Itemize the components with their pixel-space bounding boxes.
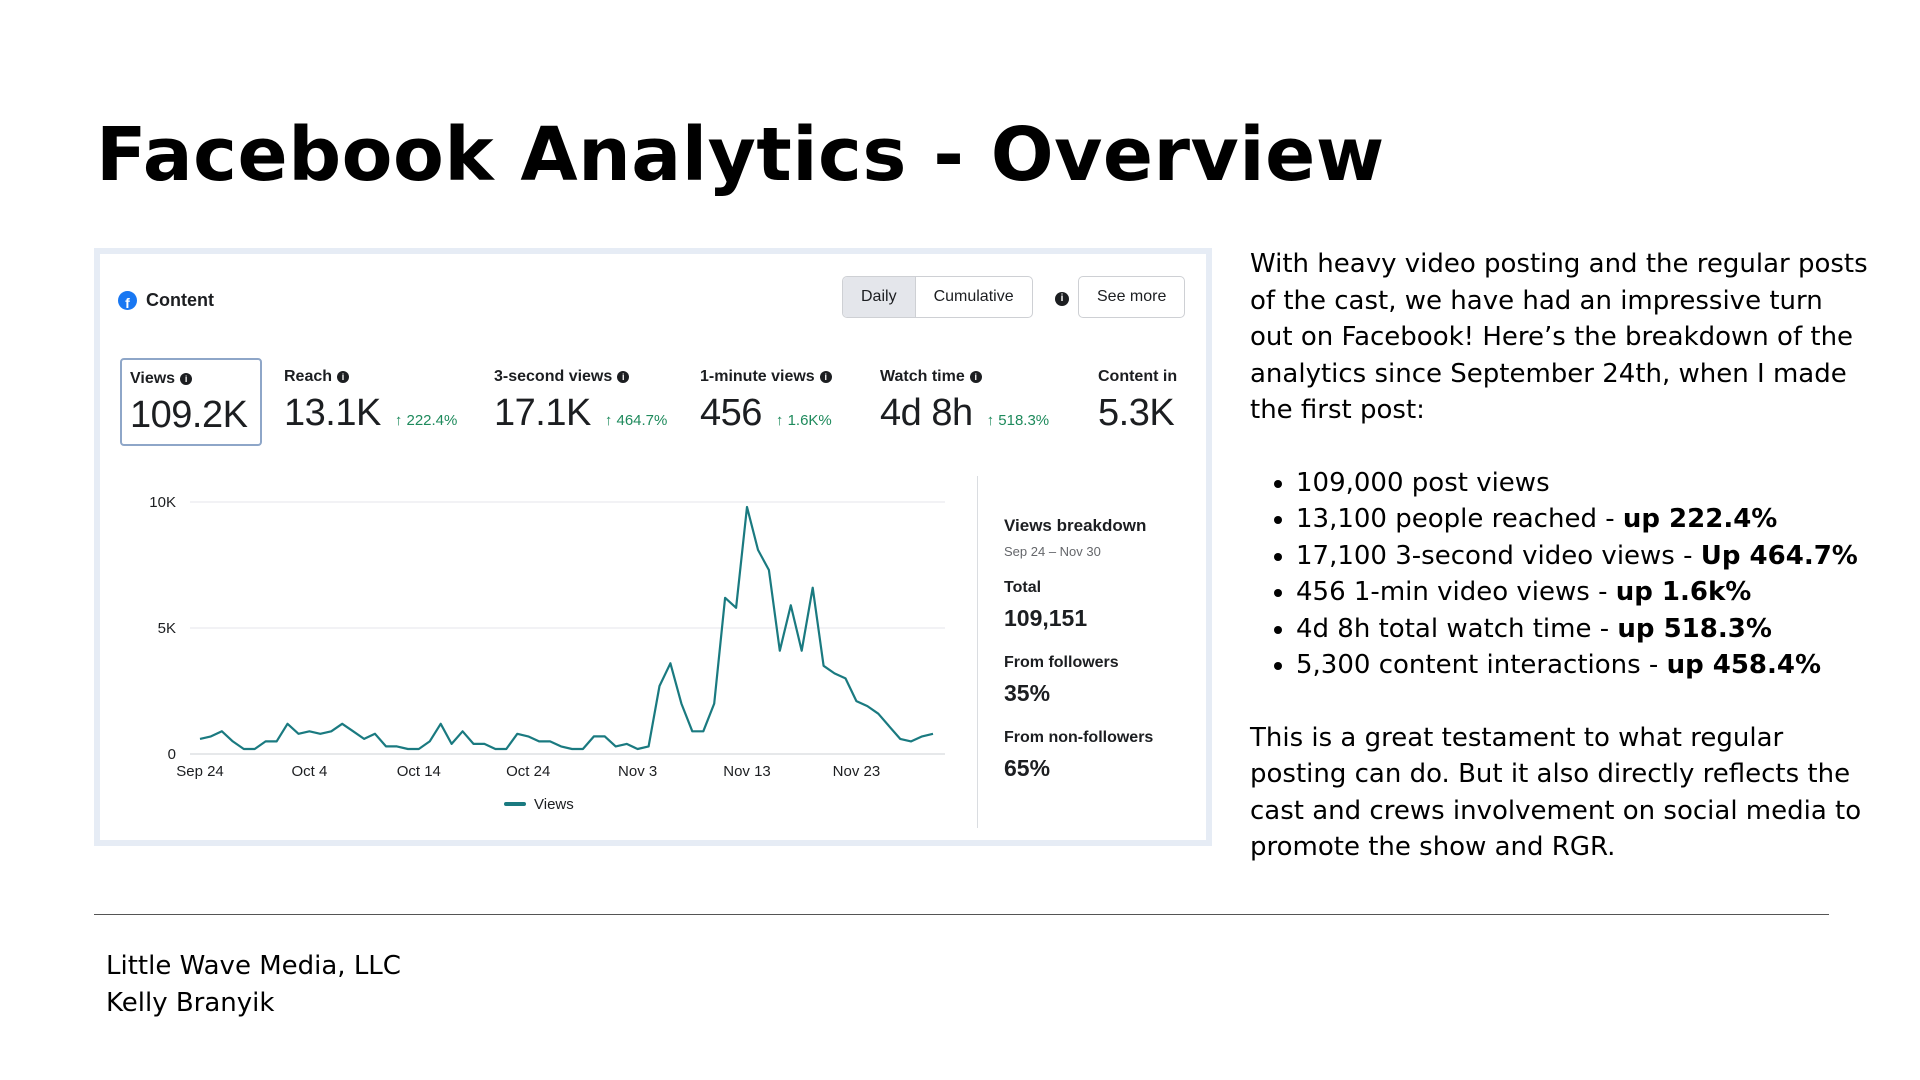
y-tick-label: 10K xyxy=(149,494,176,511)
metric-label: 3-second views xyxy=(494,368,613,385)
metric-value: 4d 8h xyxy=(880,392,973,434)
metric-value: 5.3K xyxy=(1098,392,1175,434)
metric-reach[interactable]: Reach i 13.1K ↑ 222.4% xyxy=(276,358,476,446)
breakdown-followers-value: 35% xyxy=(1004,680,1051,706)
breakdown-followers-label: From followers xyxy=(1004,654,1119,671)
info-icon[interactable]: i xyxy=(337,371,350,383)
metric-label: Watch time xyxy=(880,368,965,385)
views-chart: 0 5K 10K Sep 24 Oct 4 Oct 14 Oct 24 Nov 3 Nov 13… xyxy=(149,494,945,813)
info-icon[interactable]: i xyxy=(180,373,193,385)
x-tick-label: Sep 24 xyxy=(176,763,224,780)
info-icon[interactable]: i xyxy=(617,371,630,383)
metric-change: ↑ 464.7% xyxy=(604,412,668,429)
metric-change: ↑ 518.3% xyxy=(986,412,1050,429)
metric-value: 456 xyxy=(700,392,762,434)
footer-divider xyxy=(94,914,1829,915)
content-header: f Content xyxy=(118,290,214,311)
breakdown-title: Views breakdown xyxy=(1004,516,1147,535)
daily-button[interactable]: Daily xyxy=(843,277,916,317)
metric-label: Reach xyxy=(284,368,333,385)
metric-value: 13.1K xyxy=(284,392,381,434)
legend-label: Views xyxy=(534,796,574,813)
metric-views[interactable]: Views i 109.2K xyxy=(120,358,262,446)
list-item: 17,100 3-second video views - Up 464.7% xyxy=(1296,538,1870,575)
see-more-button[interactable]: See more xyxy=(1078,276,1186,318)
x-tick-label: Nov 13 xyxy=(723,763,771,780)
metric-3-second-views[interactable]: 3-second views i 17.1K ↑ 464.7% xyxy=(486,358,686,446)
summary-intro: With heavy video posting and the regular… xyxy=(1250,249,1868,425)
metric-change: ↑ 222.4% xyxy=(394,412,458,429)
breakdown-total-label: Total xyxy=(1004,579,1042,596)
x-tick-label: Oct 14 xyxy=(397,763,441,780)
x-tick-label: Nov 23 xyxy=(833,763,881,780)
facebook-icon: f xyxy=(118,291,137,310)
series-line-views xyxy=(199,505,934,751)
slide-title: Facebook Analytics - Overview xyxy=(96,112,1385,198)
list-item: 13,100 people reached - up 222.4% xyxy=(1296,501,1870,538)
metric-1-minute-views[interactable]: 1-minute views i 456 ↑ 1.6K% xyxy=(692,358,872,446)
content-label: Content xyxy=(146,290,214,310)
breakdown-nonfollowers-value: 65% xyxy=(1004,755,1051,781)
list-item: 5,300 content interactions - up 458.4% xyxy=(1296,647,1870,684)
divider xyxy=(977,476,978,828)
info-icon[interactable]: i xyxy=(969,371,982,383)
x-tick-label: Nov 3 xyxy=(618,763,657,780)
metric-label: Content in xyxy=(1098,368,1178,385)
metric-watch-time[interactable]: Watch time i 4d 8h ↑ 518.3% xyxy=(872,358,1072,446)
cumulative-button[interactable]: Cumulative xyxy=(933,288,1014,305)
info-icon[interactable]: i xyxy=(819,371,832,383)
footer-company: Little Wave Media, LLC xyxy=(106,951,401,981)
metric-value: 17.1K xyxy=(494,392,591,434)
list-item: 4d 8h total watch time - up 518.3% xyxy=(1296,611,1870,648)
summary-list: 109,000 post views 13,100 people reached… xyxy=(1296,465,1870,684)
toggle-info-icon[interactable]: i xyxy=(1055,292,1069,306)
footer: Little Wave Media, LLC Kelly Branyik xyxy=(106,948,401,1022)
y-tick-label: 5K xyxy=(158,620,176,637)
x-tick-label: Oct 4 xyxy=(291,763,327,780)
summary-outro: This is a great testament to what regula… xyxy=(1250,722,1862,863)
metric-label: Views xyxy=(130,370,176,387)
metric-value: 109.2K xyxy=(130,394,248,436)
analytics-screenshot: f Content Daily Cumulative i See more Vi… xyxy=(94,248,1212,846)
view-mode-toggle: Daily Cumulative xyxy=(842,276,1033,318)
breakdown-range: Sep 24 – Nov 30 xyxy=(1004,544,1101,559)
breakdown-nonfollowers-label: From non-followers xyxy=(1004,729,1154,746)
footer-person: Kelly Branyik xyxy=(106,988,275,1018)
list-item: 456 1-min video views - up 1.6k% xyxy=(1296,574,1870,611)
breakdown-total-value: 109,151 xyxy=(1004,605,1088,631)
content-panel: f Content Daily Cumulative i See more Vi… xyxy=(100,254,1206,840)
summary-text: With heavy video posting and the regular… xyxy=(1250,246,1870,866)
metric-change: ↑ 1.6K% xyxy=(775,412,832,429)
metric-label: 1-minute views xyxy=(700,368,815,385)
x-tick-label: Oct 24 xyxy=(506,763,550,780)
y-tick-label: 0 xyxy=(168,746,176,763)
list-item: 109,000 post views xyxy=(1296,465,1870,502)
metric-content-interactions[interactable]: Content in 5.3K xyxy=(1090,358,1204,446)
